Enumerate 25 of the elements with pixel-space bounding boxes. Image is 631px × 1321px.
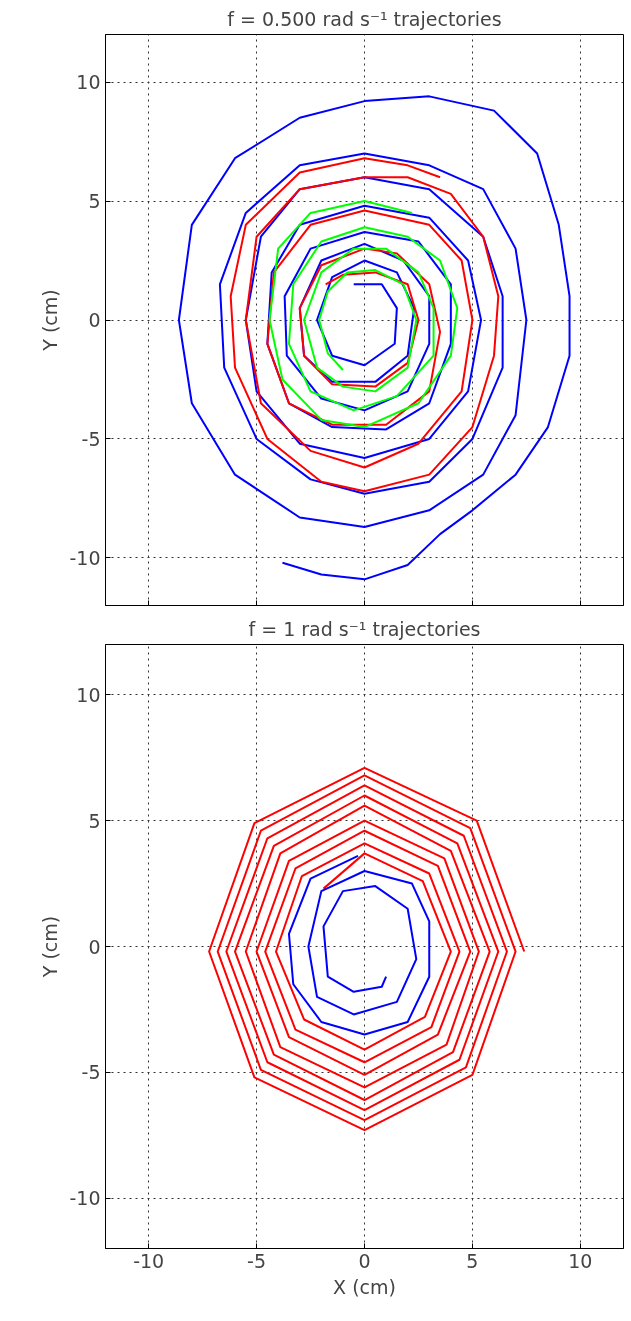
x-tick-label: 5	[466, 1249, 479, 1272]
x-axis-title: X (cm)	[333, 1275, 396, 1298]
y-axis-title: Y (cm)	[39, 915, 62, 979]
x-tick-label: -5	[247, 1249, 267, 1272]
x-tick-label: 0	[358, 1249, 371, 1272]
line-series	[177, 95, 571, 581]
x-tick-label: -10	[133, 1249, 165, 1272]
y-tick-label: -5	[81, 427, 101, 450]
y-tick-label: 10	[76, 683, 101, 706]
y-tick-label: 0	[88, 935, 101, 958]
y-tick-label: -10	[69, 546, 101, 569]
y-tick-label: 0	[88, 309, 101, 331]
x-tick-label: 10	[568, 1249, 593, 1272]
y-tick-label: 10	[76, 71, 101, 94]
y-tick-label: -10	[69, 1187, 101, 1210]
chart-title: f = 0.500 rad s⁻¹ trajectories	[227, 7, 502, 30]
line-series	[229, 157, 500, 493]
line-series	[208, 766, 526, 1132]
chart-title: f = 1 rad s⁻¹ trajectories	[248, 617, 481, 640]
line-series	[268, 200, 459, 429]
y-tick-label: -5	[81, 1061, 101, 1084]
y-axis-title: Y (cm)	[39, 289, 62, 352]
y-tick-label: 5	[88, 809, 101, 832]
y-tick-label: 5	[88, 190, 101, 213]
line-series	[287, 854, 431, 1036]
